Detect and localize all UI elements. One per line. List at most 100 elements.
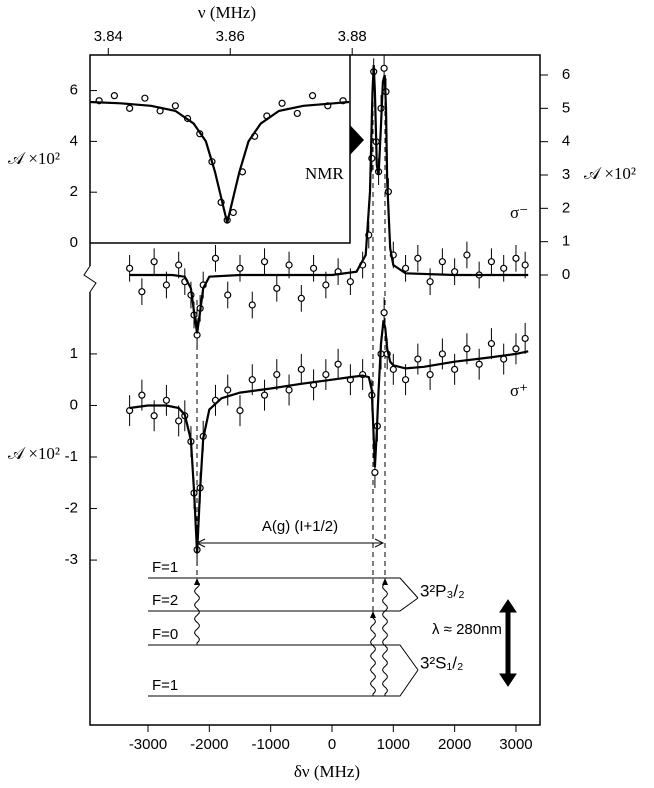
plot-frame — [89, 54, 541, 726]
x-tick-label: -3000 — [129, 736, 167, 753]
x-axis-label: δν (MHz) — [294, 762, 360, 781]
y-tick-label: 1 — [562, 233, 570, 250]
data-point — [380, 309, 388, 317]
data-point — [175, 417, 183, 425]
y-tick-label: 2 — [562, 199, 570, 216]
x-tick-label: 3000 — [499, 736, 532, 753]
data-point — [309, 264, 318, 272]
data-point — [141, 94, 149, 102]
data-point — [126, 104, 134, 112]
data-point — [414, 254, 422, 262]
level-label: F=1 — [152, 677, 178, 694]
y-tick-label: -2 — [65, 500, 78, 517]
data-point — [273, 284, 281, 292]
wavy-line — [381, 583, 389, 696]
data-point — [451, 268, 459, 276]
transition-heads — [499, 599, 517, 687]
data-point — [297, 365, 305, 373]
data-point — [224, 291, 232, 299]
y-tick-label: 4 — [70, 132, 78, 149]
data-point — [371, 468, 379, 477]
inset-frame — [90, 55, 351, 244]
data-point — [211, 254, 220, 262]
x-tick-label: 1000 — [377, 736, 410, 753]
x-tick-label: 3.88 — [338, 28, 367, 45]
y-tick-label: -1 — [65, 448, 78, 465]
wavy-head — [370, 611, 376, 618]
data-point — [236, 407, 244, 415]
y-tick-label: -3 — [65, 551, 78, 568]
data-point — [297, 294, 305, 302]
y-tick-label: 5 — [562, 99, 570, 116]
y-tick-label: 3 — [562, 166, 570, 183]
data-point — [401, 264, 410, 272]
interval-label: A(g) (I+1/2) — [262, 518, 338, 535]
data-point — [308, 92, 317, 100]
data-point — [150, 258, 158, 266]
data-point — [150, 412, 158, 420]
data-point — [138, 288, 146, 296]
data-point — [401, 376, 410, 384]
y-tick-label: 0 — [70, 234, 78, 251]
data-point — [475, 360, 483, 368]
data-point — [414, 355, 422, 363]
level-label: F=1 — [152, 559, 178, 576]
fit-curve — [89, 100, 350, 223]
x-tick-label: -1000 — [251, 736, 289, 753]
data-point — [175, 261, 183, 269]
data-point — [334, 360, 342, 368]
level-label: F=0 — [152, 626, 178, 643]
data-point — [487, 340, 496, 348]
data-point — [224, 386, 232, 394]
data-point — [500, 355, 508, 363]
x-tick-label: -2000 — [190, 736, 228, 753]
x-axis-label: ν (MHz) — [198, 3, 256, 22]
data-point — [521, 261, 529, 269]
y-tick-label: 1 — [70, 345, 78, 362]
data-point — [110, 92, 118, 100]
y-axis-label: 𝒜 ×10² — [584, 164, 636, 183]
data-point — [512, 254, 520, 262]
y-tick-label: 6 — [562, 66, 570, 83]
wavy-head — [194, 578, 200, 585]
data-point — [322, 281, 330, 289]
y-tick-label: 6 — [70, 82, 78, 99]
data-point — [463, 345, 471, 353]
data-point — [438, 350, 446, 358]
y-axis-label: 𝒜 ×10² — [8, 444, 60, 463]
wavy-head — [382, 578, 388, 585]
y-tick-label: 0 — [562, 266, 570, 283]
x-tick-label: 3.84 — [94, 28, 123, 45]
data-point — [285, 261, 293, 269]
x-tick-label: 2000 — [438, 736, 471, 753]
wavelength-label: λ ≈ 280nm — [432, 621, 502, 638]
data-point — [171, 102, 179, 110]
wavy-line — [369, 615, 376, 696]
state-label: 3²S₁/₂ — [420, 653, 464, 672]
axis-break — [83, 265, 97, 293]
level-label: F=2 — [152, 592, 178, 609]
y-axis-label: 𝒜 ×10² — [8, 149, 60, 168]
inset-pointer — [350, 125, 364, 155]
data-point — [248, 301, 256, 309]
state-label: 3²P₃/₂ — [420, 581, 465, 600]
data-point — [162, 396, 171, 404]
panel-label: σ⁺ — [510, 381, 528, 400]
wavy-line — [193, 582, 200, 645]
data-point — [278, 99, 286, 107]
levels — [148, 577, 419, 697]
data-point — [260, 391, 269, 399]
data-point — [162, 281, 171, 289]
data-point — [138, 391, 146, 399]
data-point — [463, 251, 471, 259]
data-point — [380, 64, 388, 72]
y-tick-label: 0 — [70, 396, 78, 413]
data-point — [389, 365, 397, 373]
panel-label: σ⁻ — [510, 203, 528, 222]
fit-curve — [129, 320, 529, 554]
data-point — [426, 278, 434, 286]
x-tick-label: 0 — [328, 736, 336, 753]
data-point — [126, 264, 134, 272]
data-point — [322, 370, 330, 379]
level-diagram — [148, 538, 517, 697]
